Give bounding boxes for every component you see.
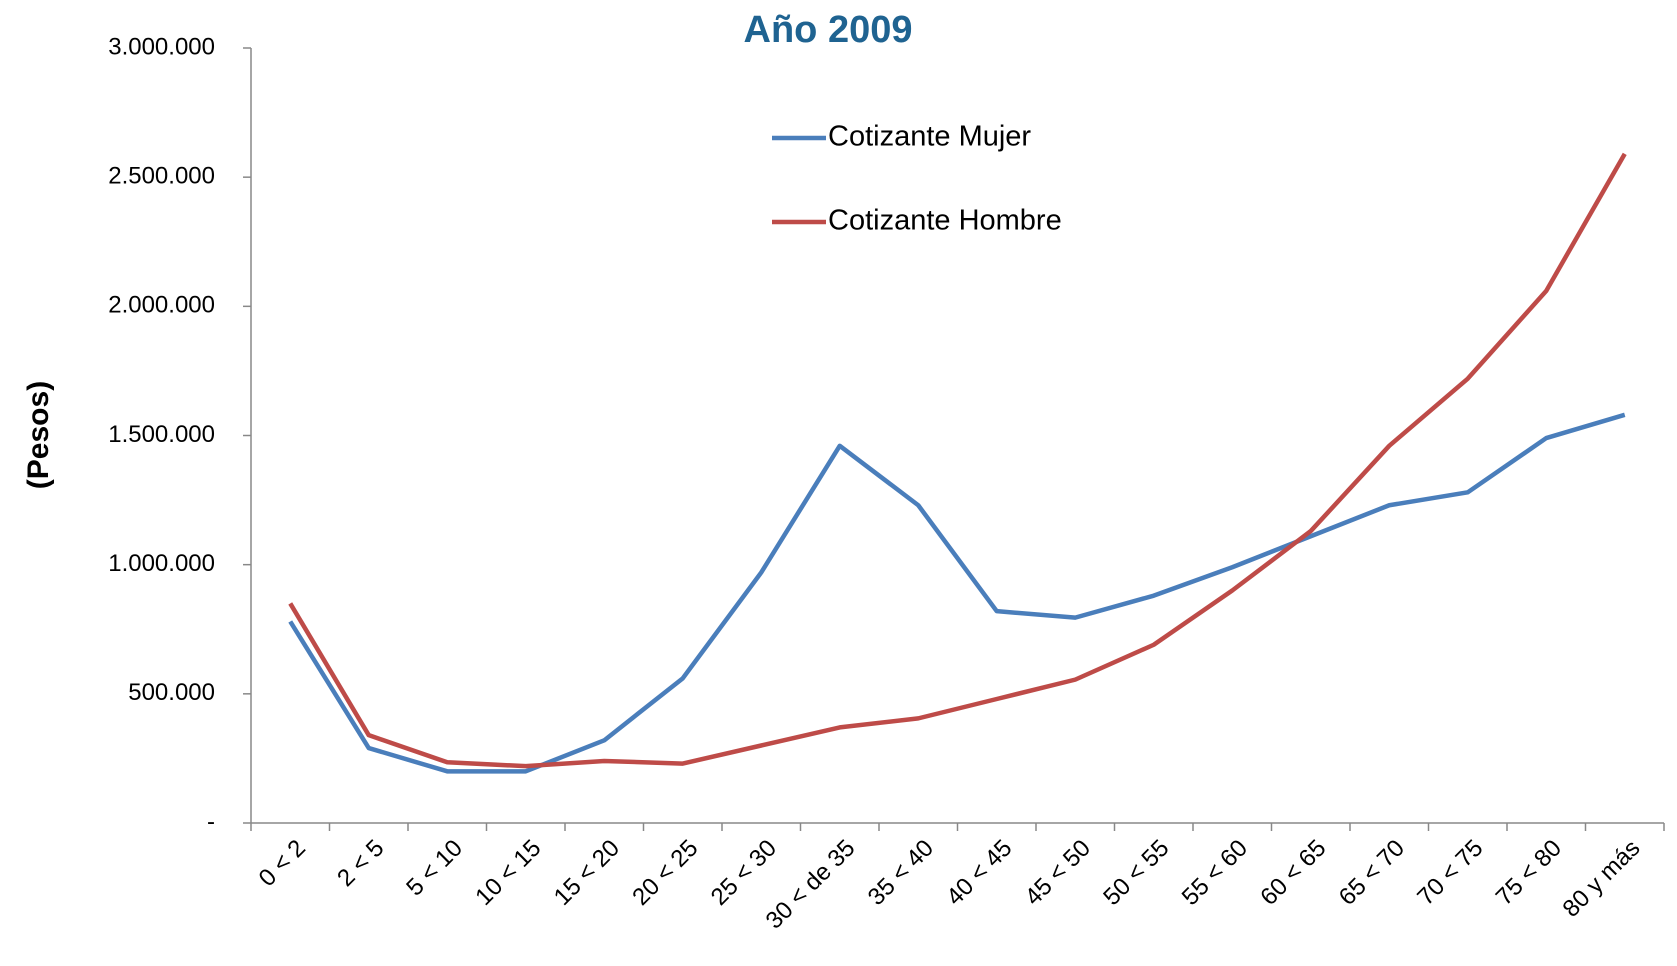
x-tick-label: 10 < 15	[470, 835, 546, 911]
x-tick-label: 50 < 55	[1098, 835, 1174, 911]
y-tick-label: 500.000	[128, 679, 215, 706]
x-tick-label: 20 < 25	[627, 835, 703, 911]
legend-label: Cotizante Mujer	[828, 121, 1031, 153]
y-tick-label: 2.500.000	[108, 163, 215, 190]
series-line	[288, 152, 1627, 769]
y-tick-label: 1.500.000	[108, 421, 215, 448]
x-tick-label: 75 < 80	[1491, 835, 1567, 911]
x-tick-label: 45 < 50	[1020, 835, 1096, 911]
legend-label: Cotizante Hombre	[828, 205, 1062, 237]
x-tick-label: 60 < 65	[1255, 835, 1331, 911]
x-tick-label: 35 < 40	[863, 835, 939, 911]
x-tick-label: 15 < 20	[549, 835, 625, 911]
x-tick-label: 80 y más	[1558, 835, 1646, 923]
y-tick-label: 3.000.000	[108, 33, 215, 60]
x-tick-label: 65 < 70	[1334, 835, 1410, 911]
x-tick-label: 55 < 60	[1177, 835, 1253, 911]
x-tick-label: 40 < 45	[941, 835, 1017, 911]
series-line	[288, 412, 1626, 774]
x-tick-label: 25 < 30	[706, 835, 782, 911]
x-tick-label: 70 < 75	[1412, 835, 1488, 911]
x-tick-label: 0 < 2	[254, 835, 311, 892]
y-tick-label: 2.000.000	[108, 292, 215, 319]
y-tick-label: 1.000.000	[108, 550, 215, 577]
x-tick-label: 2 < 5	[332, 835, 389, 892]
y-tick-label: -	[207, 808, 215, 835]
y-axis-label: (Pesos)	[22, 381, 55, 489]
x-tick-label: 5 < 10	[401, 835, 468, 902]
chart-title: Año 2009	[744, 9, 913, 51]
